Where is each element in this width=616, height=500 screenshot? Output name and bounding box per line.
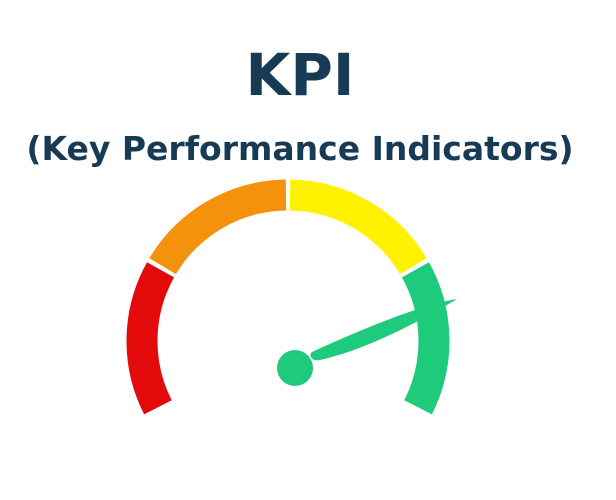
gauge-segment xyxy=(149,179,287,275)
gauge xyxy=(126,179,450,415)
gauge-segment xyxy=(126,262,175,415)
title: KPI xyxy=(245,41,354,109)
gauge-segment xyxy=(289,179,427,275)
needle-hub xyxy=(277,350,313,386)
subtitle: (Key Performance Indicators) xyxy=(26,129,573,168)
gauge-needle xyxy=(310,299,457,361)
gauge-segment xyxy=(401,262,450,415)
